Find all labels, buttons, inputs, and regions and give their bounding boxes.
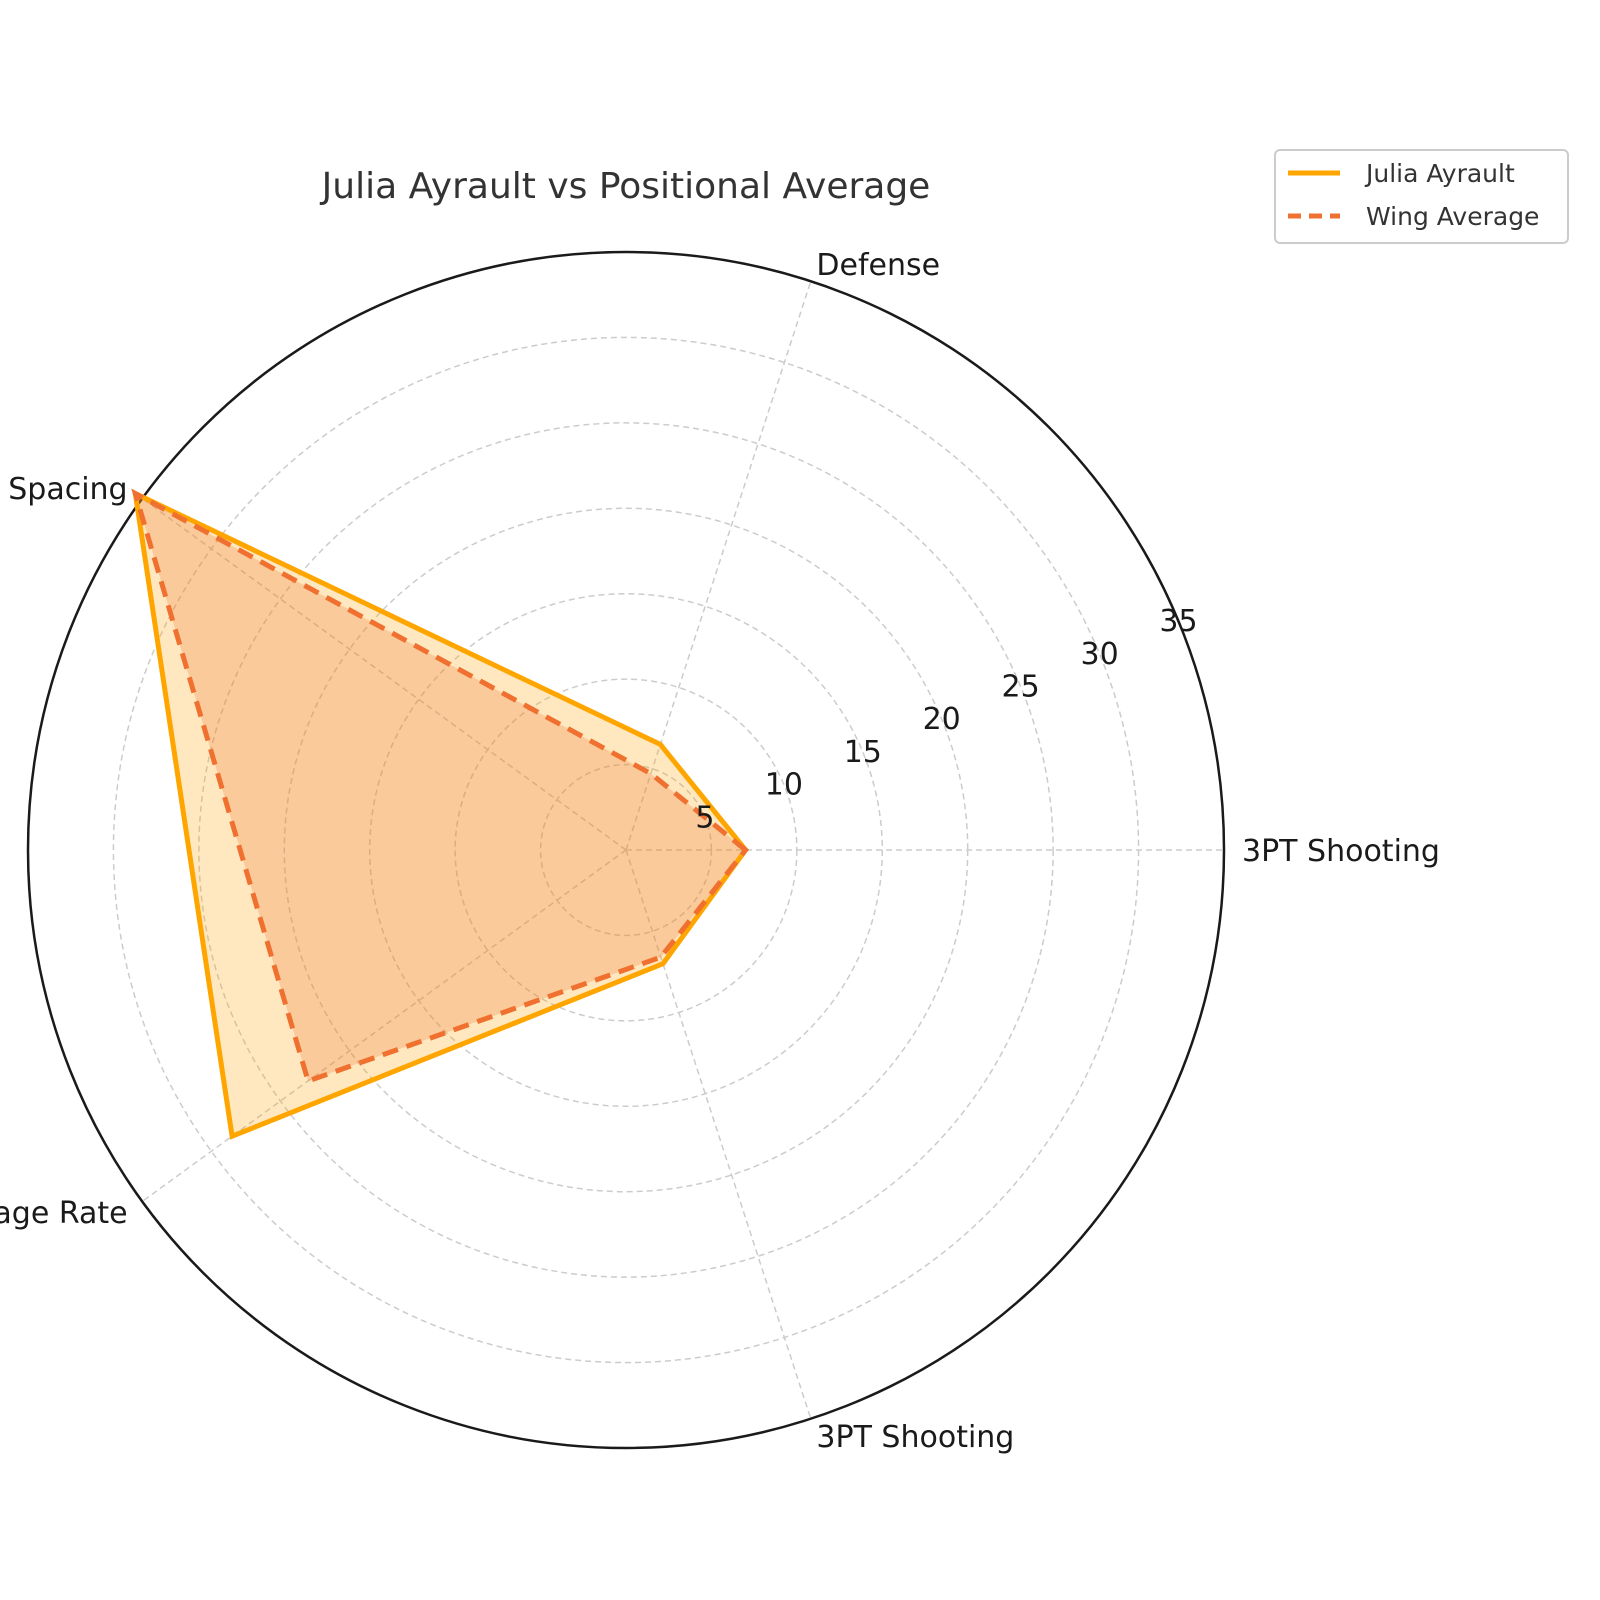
radial-tick-label: 20 (923, 702, 961, 737)
radial-tick-label: 25 (1002, 670, 1040, 705)
radial-tick-label: 30 (1081, 637, 1119, 672)
line-layer (131, 488, 750, 1140)
chart-title: Julia Ayrault vs Positional Average (320, 166, 931, 207)
legend: Julia Ayrault Wing Average (1274, 149, 1569, 244)
axis-label-spacing-2: Spacing (8, 472, 127, 507)
grid-ring (198, 422, 1054, 1278)
series-area-wing-average (135, 493, 746, 1081)
axis-label-defense-1: Defense (816, 248, 940, 283)
legend-label-julia: Julia Ayrault (1364, 159, 1515, 188)
axis-label-3pt-shooting-4: 3PT Shooting (816, 1420, 1014, 1455)
legend-frame (1274, 149, 1569, 244)
grid-ring (368, 592, 884, 1108)
radial-tick-label: 35 (1159, 604, 1197, 639)
grid-layer (26, 250, 1226, 1450)
axis-label-3pt-shooting-0: 3PT Shooting (1242, 834, 1440, 869)
legend-label-wing-average: Wing Average (1366, 202, 1539, 231)
radial-tick-label: 10 (765, 768, 803, 803)
axis-label-usage-rate-3: Usage Rate (0, 1196, 128, 1231)
series-area-julia-ayrault (135, 493, 746, 1137)
label-layer: 3PT Shooting Defense Spacing Usage Rate 3PT … (0, 248, 1440, 1455)
radial-tick-label: 15 (844, 735, 882, 770)
radial-tick-label: 5 (695, 800, 714, 835)
polar-frame (26, 250, 1226, 1450)
series-line-wing-average (131, 488, 750, 1085)
fill-layer (135, 493, 746, 1137)
series-line-julia-ayrault (132, 489, 749, 1140)
